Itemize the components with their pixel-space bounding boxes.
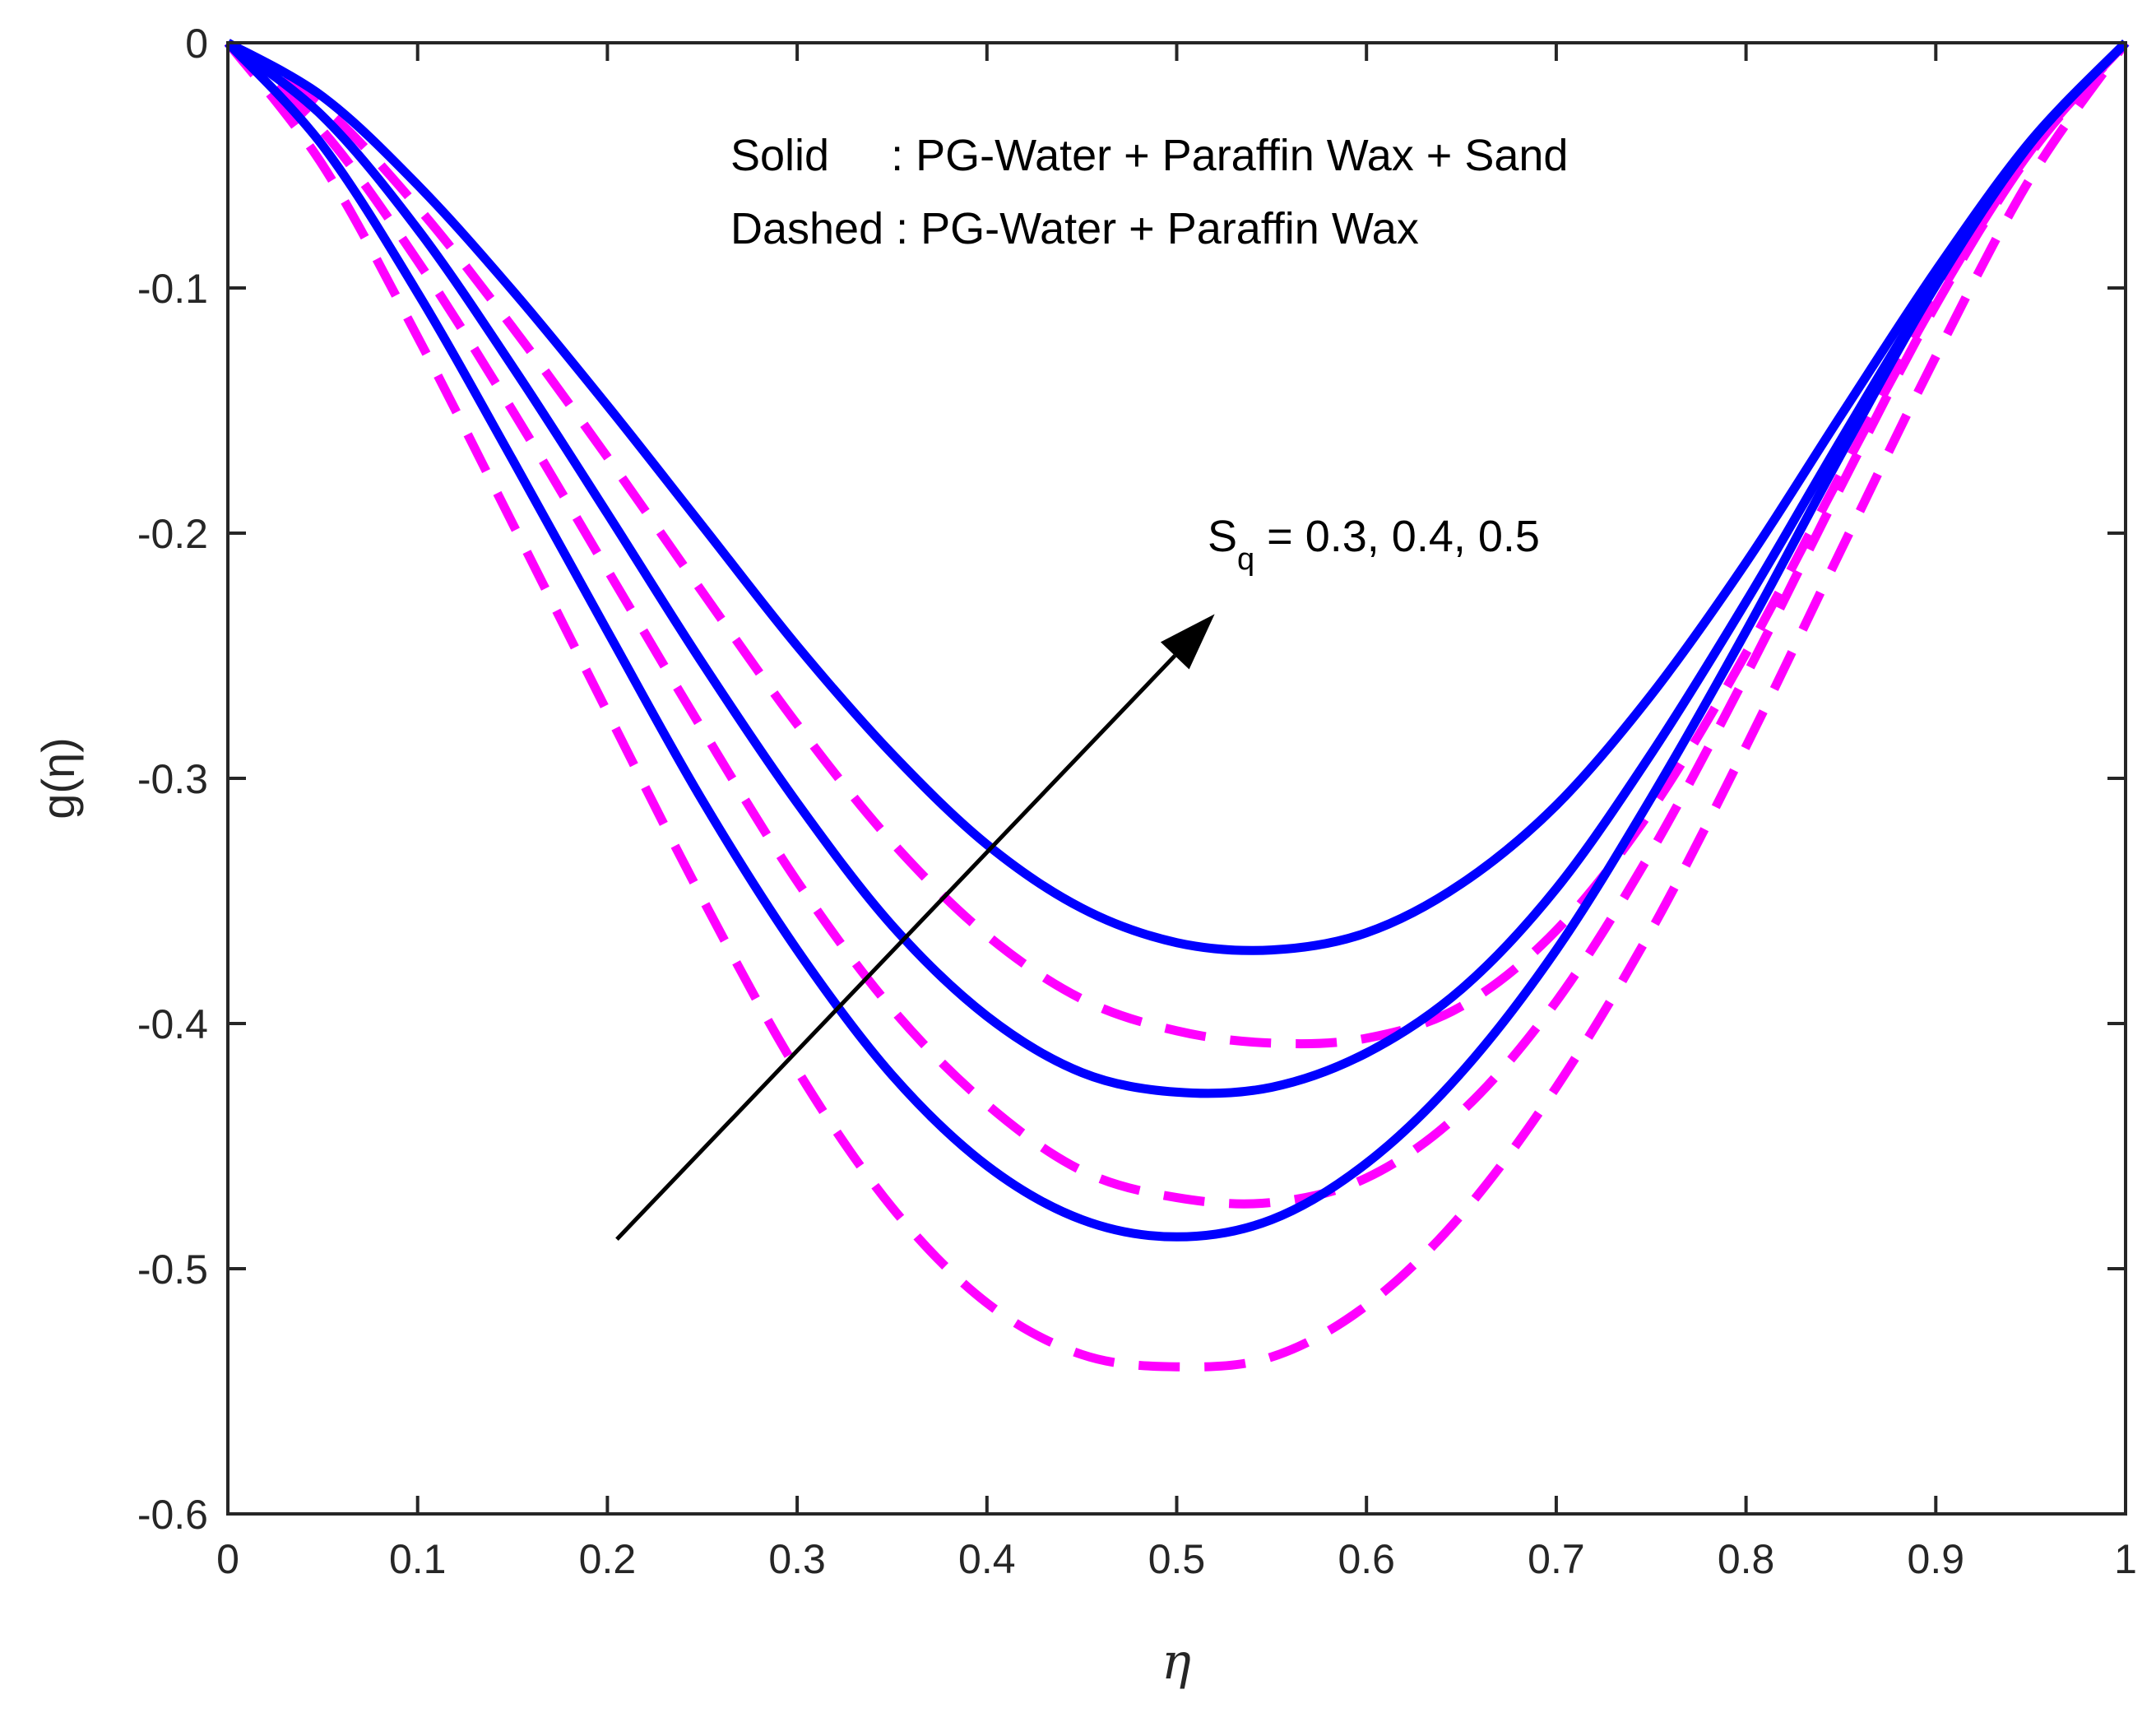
y-tick-label: -0.6 — [137, 1492, 208, 1538]
series-line-solid-2 — [225, 39, 2130, 1098]
x-tick-label: 0.9 — [1908, 1536, 1965, 1582]
x-tick-label: 0.1 — [389, 1536, 447, 1582]
annotation-values: = 0.3, 0.4, 0.5 — [1254, 512, 1540, 561]
legend-line-dashed: Dashed : PG-Water + Paraffin Wax — [730, 204, 1419, 253]
x-axis: 0 0.1 0.2 0.3 0.4 0.5 0.6 0.7 0.8 0.9 1 — [216, 43, 2137, 1582]
x-tick-label: 1 — [2114, 1536, 2137, 1582]
y-tick-label: -0.5 — [137, 1246, 208, 1293]
y-axis-title: g(η) — [32, 737, 84, 819]
y-tick-label: -0.4 — [137, 1001, 208, 1047]
x-axis-title: η — [1161, 1633, 1191, 1691]
y-tick-label: -0.2 — [137, 511, 208, 557]
legend: Solid : PG-Water + Paraffin Wax + Sand D… — [730, 131, 1568, 253]
x-tick-label: 0.6 — [1338, 1536, 1395, 1582]
legend-line-solid: Solid : PG-Water + Paraffin Wax + Sand — [730, 131, 1568, 180]
series-line-dashed-3 — [225, 39, 2130, 1049]
x-tick-label: 0.2 — [579, 1536, 637, 1582]
x-tick-label: 0 — [216, 1536, 239, 1582]
annotation-symbol: S — [1208, 512, 1237, 561]
x-tick-label: 0.3 — [768, 1536, 826, 1582]
annotation-arrow — [615, 654, 1177, 1241]
annotation-arrowhead — [1160, 614, 1215, 670]
x-tick-label: 0.8 — [1718, 1536, 1775, 1582]
annotation-layer: Sq = 0.3, 0.4, 0.5 — [615, 512, 1540, 1241]
y-tick-label: -0.3 — [137, 756, 208, 802]
x-tick-label: 0.4 — [958, 1536, 1016, 1582]
series-line-solid-3 — [225, 39, 2129, 955]
y-axis: 0 -0.1 -0.2 -0.3 -0.4 -0.5 -0.6 — [137, 21, 2126, 1538]
y-tick-label: -0.1 — [137, 266, 208, 312]
series-layer — [224, 39, 2130, 1372]
y-tick-label: 0 — [185, 21, 208, 67]
annotation-label: Sq = 0.3, 0.4, 0.5 — [1208, 512, 1540, 577]
x-tick-label: 0.5 — [1148, 1536, 1206, 1582]
x-tick-label: 0.7 — [1528, 1536, 1585, 1582]
series-line-solid-1 — [224, 39, 2130, 1242]
series-line-dashed-1 — [224, 39, 2130, 1372]
series-line-dashed-2 — [225, 39, 2130, 1209]
annotation-subscript: q — [1237, 542, 1254, 577]
